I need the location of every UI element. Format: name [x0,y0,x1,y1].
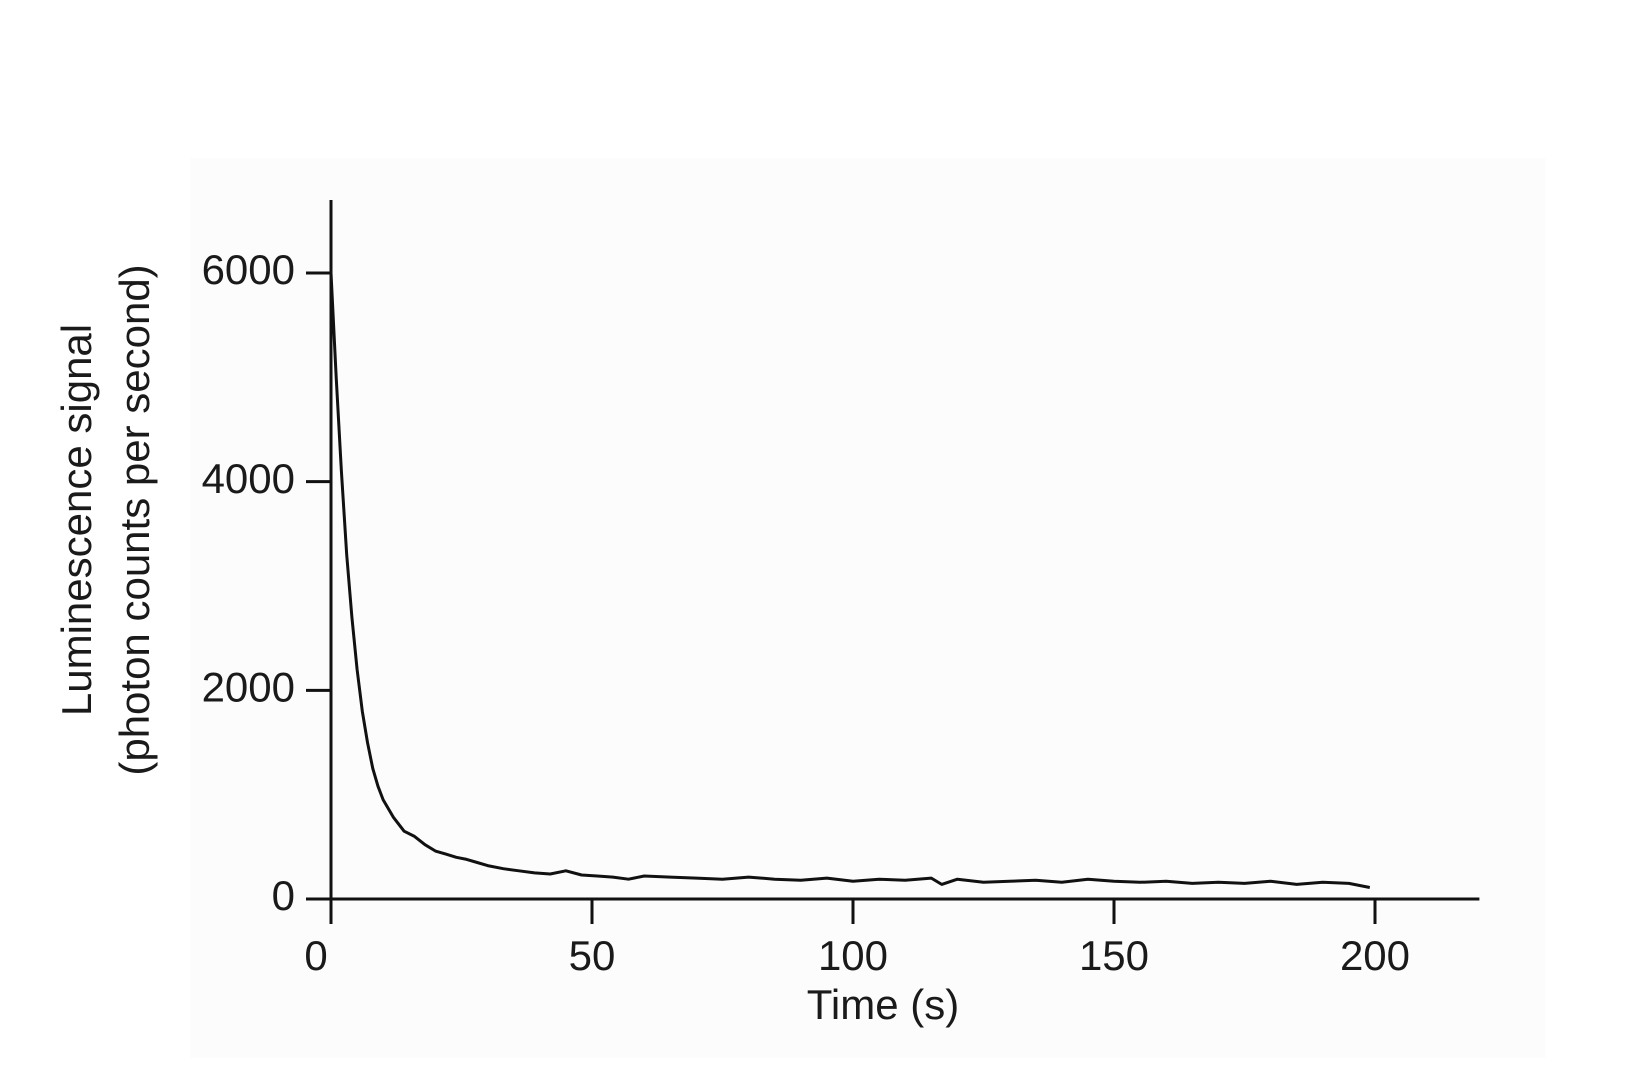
y-axis-label-line: (photon counts per second) [111,264,158,775]
data-line [329,272,1371,889]
y-tick-label: 6000 [202,246,295,293]
plot-background [190,158,1545,1058]
x-tick-label: 200 [1340,932,1410,979]
y-axis-label: Luminescence signal (photon counts per s… [53,264,158,775]
y-tick-label: 0 [272,872,295,919]
x-tick-label: 50 [569,932,616,979]
x-tick-label: 0 [304,932,327,979]
y-axis-label-line: Luminescence signal [53,324,100,716]
x-axis-label: Time (s) [807,981,959,1028]
x-tick-label: 150 [1079,932,1149,979]
y-tick-label: 4000 [202,455,295,502]
y-tick-label: 2000 [202,663,295,710]
x-tick-label: 100 [818,932,888,979]
